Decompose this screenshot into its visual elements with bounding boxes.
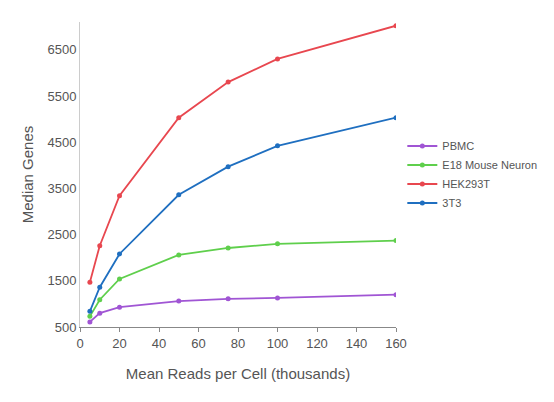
svg-text:120: 120 [306,336,328,351]
svg-text:1500: 1500 [47,273,76,288]
svg-text:PBMC: PBMC [442,140,474,152]
svg-text:3T3: 3T3 [442,197,461,209]
svg-text:500: 500 [55,320,77,335]
svg-text:40: 40 [152,336,166,351]
svg-text:140: 140 [346,336,368,351]
svg-text:3500: 3500 [47,181,76,196]
svg-text:E18 Mouse Neuron: E18 Mouse Neuron [442,159,537,171]
svg-text:160: 160 [385,336,407,351]
svg-text:HEK293T: HEK293T [442,178,490,190]
svg-text:2500: 2500 [47,227,76,242]
svg-text:60: 60 [191,336,205,351]
svg-text:Median Genes: Median Genes [19,126,36,224]
svg-text:5500: 5500 [47,88,76,103]
svg-text:6500: 6500 [47,42,76,57]
svg-text:80: 80 [231,336,245,351]
svg-text:100: 100 [267,336,289,351]
svg-text:4500: 4500 [47,135,76,150]
svg-text:Mean Reads per Cell (thousands: Mean Reads per Cell (thousands) [126,365,350,382]
svg-text:20: 20 [112,336,126,351]
svg-text:0: 0 [76,336,83,351]
